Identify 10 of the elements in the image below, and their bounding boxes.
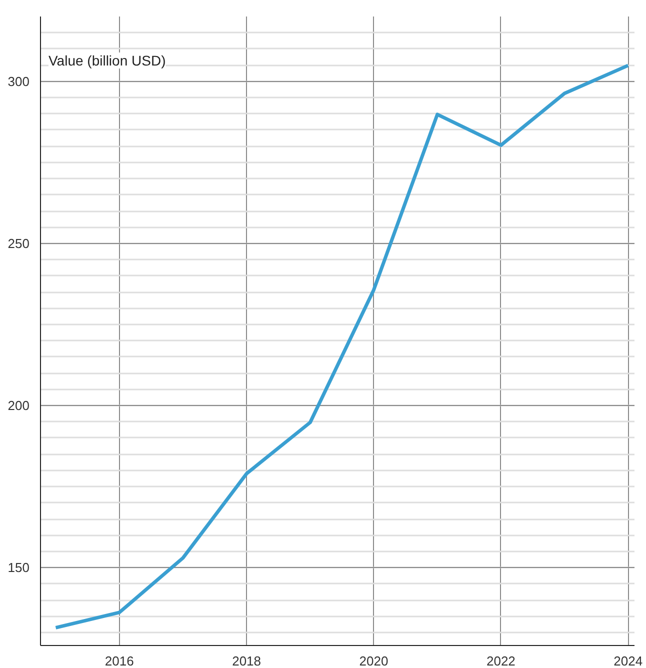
y-tick-label: 250 [8, 236, 30, 251]
y-tick-label: 200 [8, 398, 30, 414]
y-tick-label: 150 [8, 560, 30, 576]
x-tick-label: 2020 [359, 654, 388, 668]
x-tick-label: 2022 [486, 654, 516, 668]
x-tick-label: 2016 [104, 654, 134, 668]
x-tick-label: 2018 [232, 654, 262, 668]
y-axis-title: Value (billion USD) [48, 52, 166, 68]
x-tick-label: 2024 [614, 654, 643, 668]
y-tick-label: 300 [8, 74, 30, 89]
